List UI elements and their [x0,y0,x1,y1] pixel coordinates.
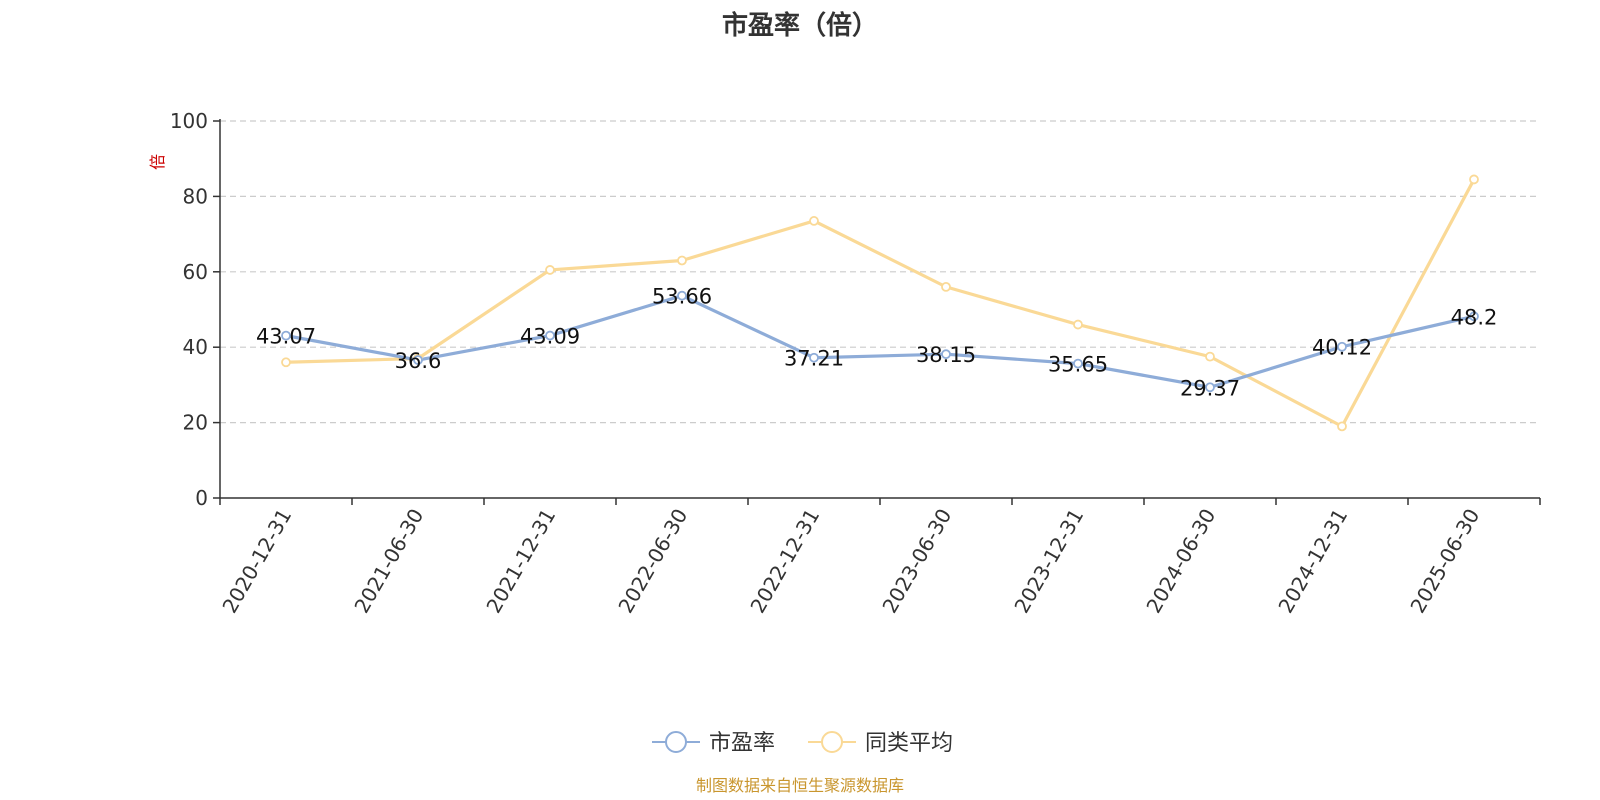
data-label: 43.07 [256,325,316,349]
data-point[interactable] [809,216,819,226]
legend-label: 市盈率 [709,731,775,756]
data-label: 53.66 [652,285,712,309]
y-tick-label: 0 [195,486,208,510]
data-label: 40.12 [1312,336,1372,360]
data-point[interactable] [1337,421,1347,432]
data-point[interactable] [1205,382,1215,393]
data-point[interactable] [281,357,291,368]
data-point[interactable] [545,265,555,275]
data-point[interactable] [413,355,423,365]
legend-marker [821,731,843,753]
data-point[interactable] [941,349,951,360]
data-label: 37.21 [784,347,844,371]
data-point[interactable] [1205,351,1215,362]
data-point[interactable] [1073,319,1083,330]
legend-item-1[interactable]: 同类平均 [808,731,953,756]
x-tick-label: 2021-12-31 [481,505,560,618]
x-tick-label: 2025-06-30 [1405,505,1484,618]
x-tick-label: 2024-06-30 [1141,505,1220,618]
data-point[interactable] [545,330,555,341]
data-point[interactable] [1469,311,1479,322]
axes: 0 20 40 60 80 100 2020-12-31 2021-06-30 2021-12-… [170,109,1541,618]
y-tick-label: 20 [183,411,208,435]
data-point[interactable] [677,290,687,301]
data-label: 36.6 [395,349,442,373]
data-source-note: 制图数据来自恒生聚源数据库 [696,776,904,795]
x-tick-label: 2024-12-31 [1273,505,1352,618]
x-tick-label: 2022-06-30 [613,505,692,618]
y-tick-label: 40 [183,335,208,359]
data-labels: 43.07 36.6 43.09 53.66 37.21 38.15 35.65 29.37 4… [256,285,1497,401]
data-point[interactable] [941,281,951,292]
x-tick-label: 2023-06-30 [877,505,956,618]
series-layer [281,174,1479,432]
data-point[interactable] [1337,341,1347,352]
data-label: 29.37 [1180,376,1240,400]
data-point[interactable] [809,352,819,363]
data-label: 35.65 [1048,353,1108,377]
legend-label: 同类平均 [865,731,953,756]
x-tick-label: 2022-12-31 [745,505,824,618]
y-tick-label: 80 [183,184,208,208]
series-line-1 [285,178,1476,428]
legend[interactable]: 市盈率 同类平均 [652,731,953,756]
x-tick-label: 2021-06-30 [349,505,428,618]
legend-item-0[interactable]: 市盈率 [652,731,775,756]
data-label: 48.2 [1451,305,1498,329]
data-point[interactable] [677,255,687,266]
data-point[interactable] [1073,358,1083,369]
y-axis-unit: 倍 [148,154,167,170]
y-tick-label: 60 [183,260,208,284]
data-label: 43.09 [520,325,580,349]
x-tick-label: 2020-12-31 [217,505,296,618]
legend-marker [665,731,687,753]
chart-title: 市盈率（倍） [722,10,878,41]
grid-lines [220,120,1540,424]
y-tick-label: 100 [170,109,208,133]
data-label: 38.15 [916,343,976,367]
data-point[interactable] [281,330,291,341]
x-tick-label: 2023-12-31 [1009,505,1088,618]
data-point[interactable] [1469,174,1479,185]
series-line-0 [285,294,1475,389]
